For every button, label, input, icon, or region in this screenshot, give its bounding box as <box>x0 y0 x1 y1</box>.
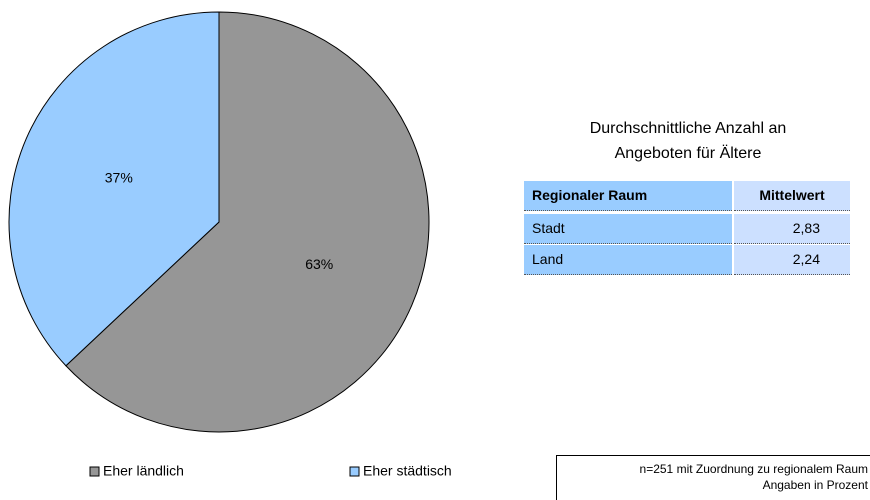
table-cell: Land <box>524 245 732 275</box>
table-cell: Stadt <box>524 214 732 244</box>
note: n=251 mit Zuordnung zu regionalem Raum A… <box>556 455 870 500</box>
note-line: n=251 mit Zuordnung zu regionalem Raum <box>639 462 868 476</box>
table-header: Mittelwert <box>734 181 850 211</box>
legend-swatch <box>89 466 100 477</box>
legend-swatch <box>349 466 360 477</box>
legend-label: Eher ländlich <box>103 463 184 479</box>
table-cell: 2,24 <box>734 245 850 275</box>
pie-slice <box>65 11 430 433</box>
pie-slice <box>8 11 220 367</box>
table-cell: 2,83 <box>734 214 850 244</box>
slice-label: 63% <box>305 256 333 272</box>
table-title: Angeboten für Ältere <box>614 145 762 162</box>
slice-label: 37% <box>105 169 133 185</box>
table-header: Regionaler Raum <box>524 181 732 211</box>
note-line: Angaben in Prozent <box>762 478 868 492</box>
legend-label: Eher städtisch <box>363 463 452 479</box>
table-title: Durchschnittliche Anzahl an <box>589 120 787 137</box>
